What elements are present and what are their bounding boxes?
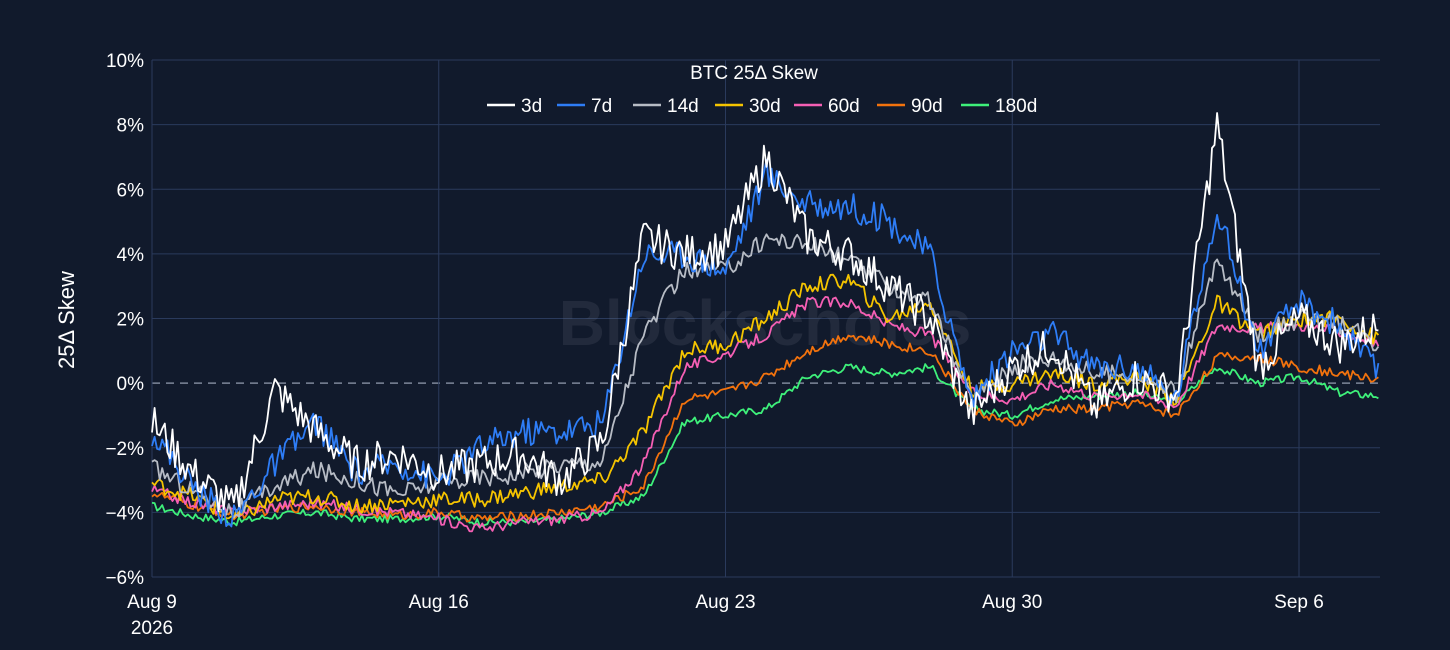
y-axis-title: 25Δ Skew <box>54 271 79 369</box>
y-tick-label: 0% <box>117 374 145 395</box>
x-tick-label: Aug 30 <box>982 592 1042 613</box>
y-tick-label: 10% <box>106 51 144 72</box>
legend-label-3d: 3d <box>521 96 542 117</box>
y-tick-label: 4% <box>117 245 145 266</box>
series-line-30d <box>151 273 1380 520</box>
legend-label-14d: 14d <box>667 96 699 117</box>
legend-label-30d: 30d <box>749 96 781 117</box>
legend: 3d 7d 14d 30d 60d 90d 180d <box>487 96 1037 117</box>
series-line-60d <box>151 296 1380 533</box>
legend-label-60d: 60d <box>828 96 860 117</box>
y-tick-label: −6% <box>105 568 144 589</box>
legend-label-7d: 7d <box>591 96 612 117</box>
x-tick-label: Aug 9 <box>127 592 177 613</box>
x-tick-label: Sep 6 <box>1274 592 1324 613</box>
axis-layer: −6% −4% −2% 0% 2% 4% 6% 8% 10% Aug 9 2026 Aug 16 Aug… <box>105 51 1323 639</box>
y-tick-label: −4% <box>105 503 144 524</box>
y-tick-label: −2% <box>105 439 144 460</box>
legend-label-180d: 180d <box>995 96 1037 117</box>
series-line-14d <box>151 233 1380 519</box>
y-tick-label: 8% <box>117 116 145 137</box>
x-tick-sublabel: 2026 <box>131 618 173 639</box>
series-line-3d <box>151 112 1379 513</box>
legend-label-90d: 90d <box>911 96 943 117</box>
series-line-90d <box>151 334 1379 523</box>
x-tick-label: Aug 16 <box>409 592 469 613</box>
series-line-7d <box>151 158 1380 528</box>
y-tick-label: 2% <box>117 310 145 331</box>
x-tick-label: Aug 23 <box>695 592 755 613</box>
chart-title: BTC 25Δ Skew <box>690 63 818 84</box>
series-layer <box>151 112 1380 533</box>
y-tick-label: 6% <box>117 180 145 201</box>
